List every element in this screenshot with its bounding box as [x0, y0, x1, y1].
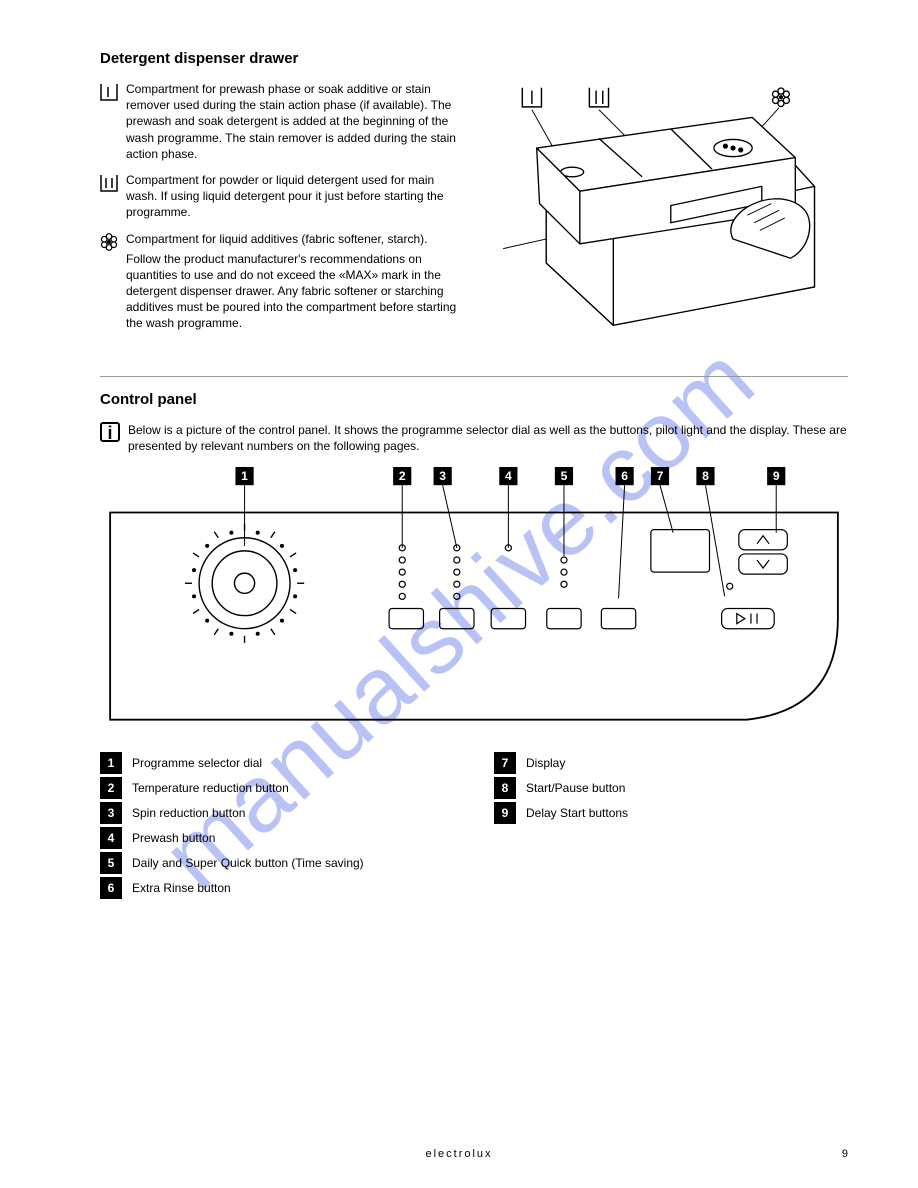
- temp-column: [389, 544, 423, 628]
- display-screen: [651, 529, 710, 571]
- callout-6: 6: [616, 467, 634, 598]
- compartment-2-text: Compartment for powder or liquid deterge…: [126, 172, 464, 225]
- compartment-3-para-1: Compartment for liquid additives (fabric…: [126, 231, 464, 247]
- callout-9: 9: [767, 467, 785, 533]
- compartment-3-symbol: [100, 231, 126, 254]
- callout-8: 8: [696, 467, 724, 596]
- legend-item-7: 7Display: [494, 752, 848, 774]
- callout-7: 7: [651, 467, 673, 533]
- legend-right: 7Display 8Start/Pause button 9Delay Star…: [494, 752, 848, 902]
- compartment-3: Compartment for liquid additives (fabric…: [100, 231, 464, 336]
- compartment-1-para: Compartment for prewash phase or soak ad…: [126, 81, 464, 162]
- svg-text:9: 9: [773, 469, 780, 483]
- spin-column: [440, 544, 474, 628]
- compartment-3-para-2: Follow the product manufacturer's recomm…: [126, 251, 464, 332]
- info-text: Below is a picture of the control panel.…: [128, 422, 848, 454]
- compartment-2: Compartment for powder or liquid deterge…: [100, 172, 464, 225]
- prewash-column: [491, 544, 525, 628]
- delay-buttons: [739, 529, 788, 573]
- legend-left: 1Programme selector dial 2Temperature re…: [100, 752, 454, 902]
- page-number: 9: [842, 1148, 848, 1160]
- compartment-1: Compartment for prewash phase or soak ad…: [100, 81, 464, 166]
- info-note: i Below is a picture of the control pane…: [100, 422, 848, 454]
- legend-item-6: 6Extra Rinse button: [100, 877, 454, 899]
- svg-text:6: 6: [621, 469, 628, 483]
- compartment-1-text: Compartment for prewash phase or soak ad…: [126, 81, 464, 166]
- footer-brand: electrolux: [0, 1148, 918, 1160]
- detergent-section-title: Detergent dispenser drawer: [100, 50, 848, 67]
- legend-item-8: 8Start/Pause button: [494, 777, 848, 799]
- compartment-3-text: Compartment for liquid additives (fabric…: [126, 231, 464, 336]
- control-panel-diagram: 1 2 3 4 5 6 7 8 9: [100, 467, 848, 733]
- svg-text:2: 2: [399, 469, 406, 483]
- detergent-two-col: Compartment for prewash phase or soak ad…: [100, 81, 848, 352]
- callout-3: 3: [434, 467, 457, 548]
- legend-item-5: 5Daily and Super Quick button (Time savi…: [100, 852, 454, 874]
- legend-item-3: 3Spin reduction button: [100, 802, 454, 824]
- svg-text:4: 4: [505, 469, 512, 483]
- legend-item-4: 4Prewash button: [100, 827, 454, 849]
- svg-text:5: 5: [561, 469, 568, 483]
- start-pause-button: [722, 608, 775, 628]
- legend-item-1: 1Programme selector dial: [100, 752, 454, 774]
- svg-text:8: 8: [702, 469, 709, 483]
- detergent-right: [484, 81, 848, 352]
- time-column: [547, 557, 581, 629]
- callout-4: 4: [499, 467, 517, 548]
- page-content: Detergent dispenser drawer Compartment f…: [100, 50, 848, 902]
- callout-1: 1: [235, 467, 253, 546]
- legend-item-2: 2Temperature reduction button: [100, 777, 454, 799]
- compartment-1-symbol: [100, 81, 126, 106]
- detergent-drawer-illustration: [484, 81, 848, 349]
- detergent-left: Compartment for prewash phase or soak ad…: [100, 81, 464, 352]
- legend-item-9: 9Delay Start buttons: [494, 802, 848, 824]
- rinse-column: [601, 608, 635, 628]
- panel-section-title: Control panel: [100, 391, 848, 408]
- info-icon: i: [100, 422, 120, 442]
- compartment-2-symbol: [100, 172, 126, 197]
- svg-text:7: 7: [657, 469, 664, 483]
- callout-2: 2: [393, 467, 411, 548]
- section-divider: [100, 376, 848, 377]
- svg-text:1: 1: [241, 469, 248, 483]
- compartment-2-para: Compartment for powder or liquid deterge…: [126, 172, 464, 221]
- callout-5: 5: [555, 467, 573, 556]
- panel-legend: 1Programme selector dial 2Temperature re…: [100, 752, 848, 902]
- svg-text:3: 3: [439, 469, 446, 483]
